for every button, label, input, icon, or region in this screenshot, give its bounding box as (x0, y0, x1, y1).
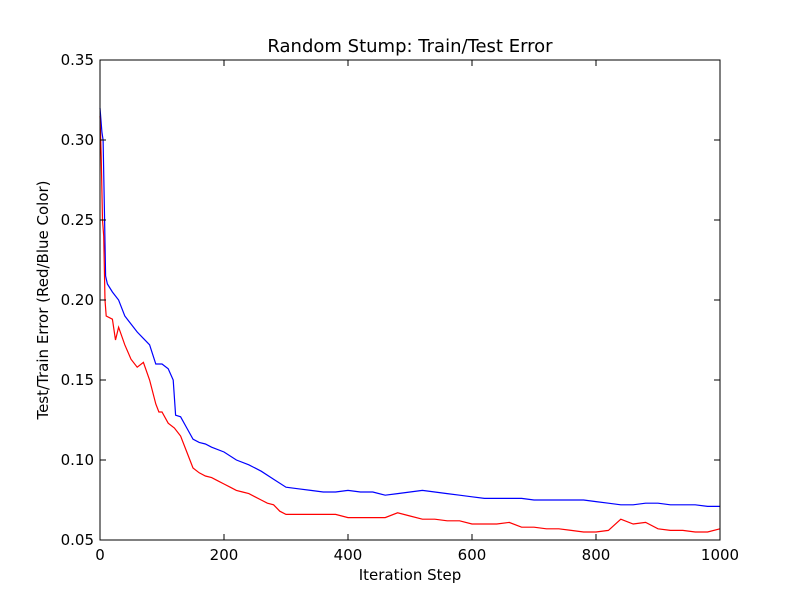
chart-title: Random Stump: Train/Test Error (267, 36, 553, 57)
train-error-line (99, 107, 720, 507)
x-axis-label: Iteration Step (359, 566, 462, 584)
plot-background (100, 60, 720, 540)
y-axis-label: Test/Train Error (Red/Blue Color) (34, 180, 52, 420)
plot-area: 0 200 400 600 800 1000 0.05 0.10 0.15 0.20 0.25 0.3… (61, 51, 740, 564)
y-tick-label: 0.10 (61, 451, 94, 469)
x-tick-label: 1000 (701, 546, 739, 564)
test-error-line (99, 115, 721, 533)
x-tick-label: 200 (210, 546, 239, 564)
ticks-layer: 0 200 400 600 800 1000 0.05 0.10 0.15 0.20 0.25 0.3… (61, 51, 740, 564)
x-tick-label: 0 (95, 546, 105, 564)
y-tick-label: 0.20 (61, 291, 94, 309)
y-tick-label: 0.05 (61, 531, 94, 549)
y-tick-label: 0.30 (61, 131, 94, 149)
x-tick-label: 800 (582, 546, 611, 564)
y-tick-label: 0.35 (61, 51, 94, 69)
x-tick-label: 600 (458, 546, 487, 564)
x-tick-label: 400 (334, 546, 363, 564)
y-tick-label: 0.15 (61, 371, 94, 389)
y-tick-label: 0.25 (61, 211, 94, 229)
series-layer (99, 107, 721, 533)
